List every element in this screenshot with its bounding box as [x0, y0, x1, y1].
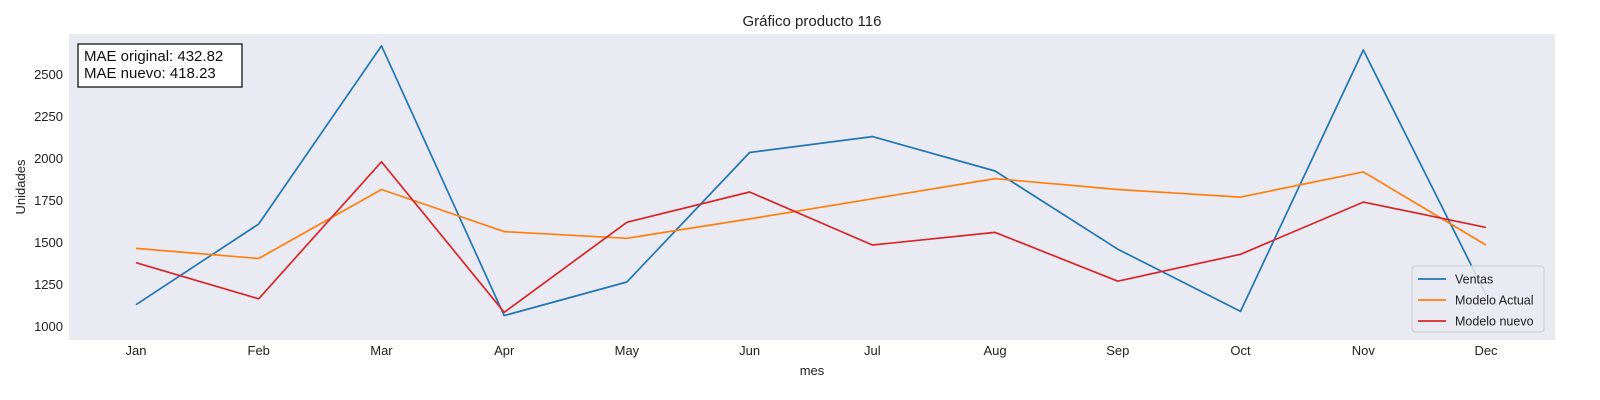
y-tick-label: 1000	[34, 319, 63, 334]
series-lines	[135, 44, 1487, 317]
series-line-0	[135, 44, 1487, 317]
series-line-1	[135, 171, 1487, 260]
y-tick-label: 1750	[34, 193, 63, 208]
x-tick-label: Oct	[1230, 343, 1251, 358]
y-axis-ticks: 1000 1250 1500 1750 2000 2250 2500	[34, 67, 63, 334]
annotation-line-1: MAE original: 432.82	[84, 48, 223, 65]
legend: Ventas Modelo Actual Modelo nuevo	[1411, 265, 1545, 333]
x-axis-ticks: Jan Feb Mar Apr May Jun Jul Aug Sep Oct Nov Dec	[126, 343, 1499, 358]
legend-label: Modelo nuevo	[1455, 315, 1534, 329]
y-tick-label: 2250	[34, 109, 63, 124]
x-tick-label: Nov	[1352, 343, 1376, 358]
mae-annotation: MAE original: 432.82 MAE nuevo: 418.23	[77, 43, 243, 88]
legend-label: Modelo Actual	[1455, 294, 1534, 308]
x-tick-label: Jan	[126, 343, 147, 358]
x-tick-label: Mar	[370, 343, 393, 358]
y-tick-label: 2000	[34, 151, 63, 166]
annotation-line-2: MAE nuevo: 418.23	[84, 65, 216, 82]
plot-area	[69, 34, 1555, 340]
legend-box	[1411, 265, 1545, 333]
chart-title: Gráfico producto 116	[743, 13, 882, 30]
x-tick-label: May	[615, 343, 640, 358]
x-tick-label: Sep	[1106, 343, 1129, 358]
series-line-2	[135, 160, 1487, 314]
y-tick-label: 1250	[34, 277, 63, 292]
x-tick-label: Feb	[248, 343, 270, 358]
x-tick-label: Apr	[494, 343, 515, 358]
y-axis-label: Unidades	[13, 159, 28, 214]
legend-label: Ventas	[1455, 273, 1493, 287]
y-tick-label: 2500	[34, 67, 63, 82]
x-tick-label: Jul	[864, 343, 881, 358]
annotation-box	[77, 43, 243, 88]
x-tick-label: Jun	[739, 343, 760, 358]
x-axis-label: mes	[800, 363, 825, 378]
y-tick-label: 1500	[34, 235, 63, 250]
x-tick-label: Dec	[1474, 343, 1498, 358]
x-tick-label: Aug	[984, 343, 1007, 358]
